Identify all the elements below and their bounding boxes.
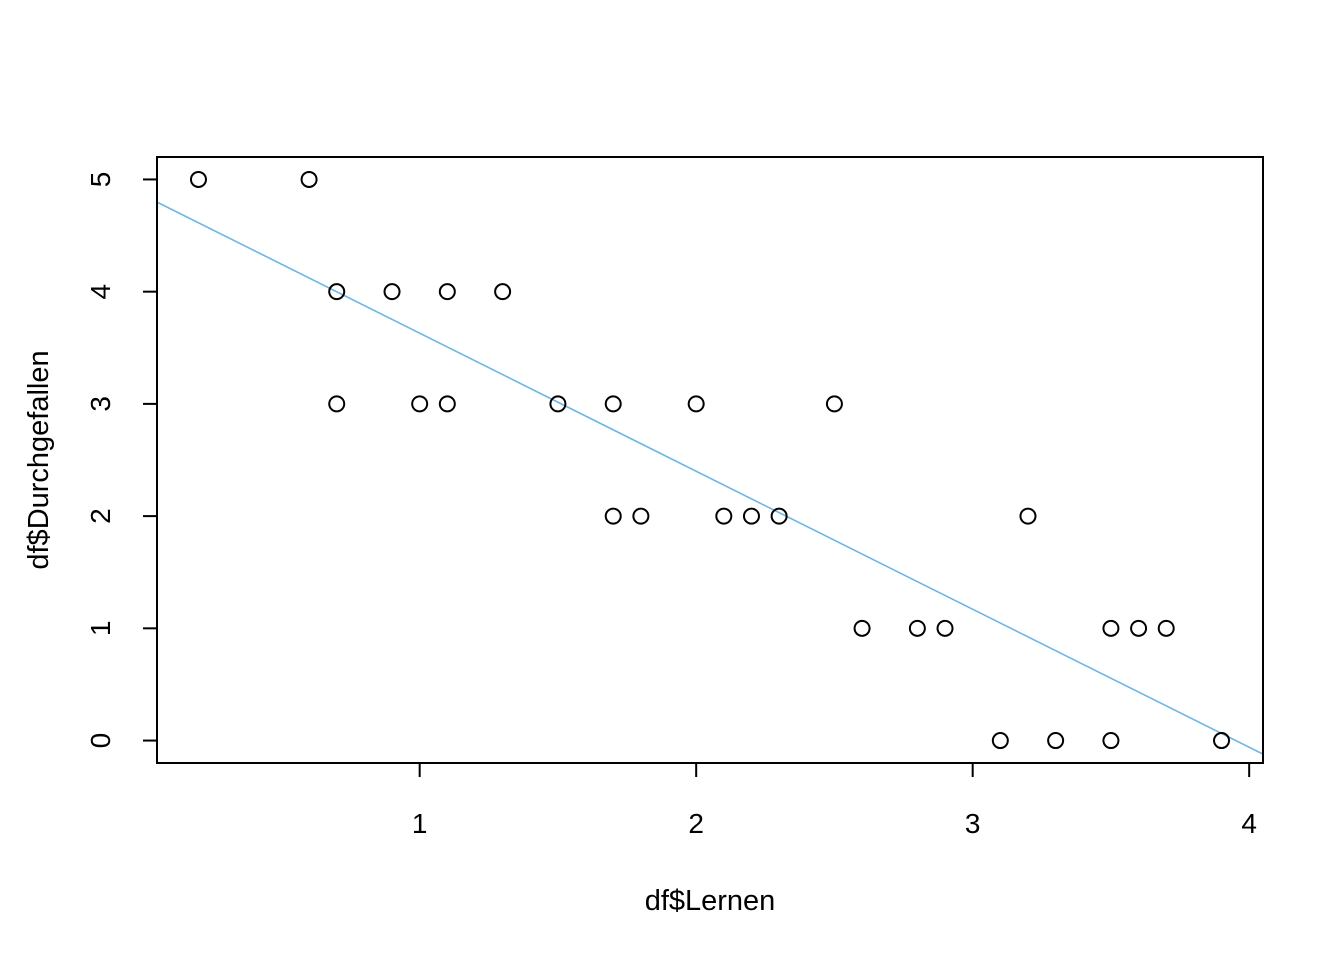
data-point [1102, 732, 1120, 750]
data-point [1157, 619, 1175, 637]
data-point [715, 507, 733, 525]
data-point [604, 507, 622, 525]
data-point [825, 395, 843, 413]
regression-line-layer [157, 201, 1263, 755]
data-point [604, 395, 622, 413]
data-point [1130, 619, 1148, 637]
regression-line [157, 201, 1263, 755]
data-point [1019, 507, 1037, 525]
y-tick-label: 1 [85, 621, 116, 637]
data-point [300, 170, 318, 188]
x-tick-label: 4 [1241, 808, 1257, 839]
data-point [936, 619, 954, 637]
data-point [742, 507, 760, 525]
data-point [770, 507, 788, 525]
x-tick-label: 2 [688, 808, 704, 839]
data-point [383, 283, 401, 301]
x-axis-title: df$Lernen [645, 885, 776, 917]
data-point [549, 395, 567, 413]
y-axis-title: df$Durchgefallen [23, 350, 55, 569]
data-point [189, 170, 207, 188]
y-tick-label: 3 [85, 396, 116, 412]
y-tick-label: 4 [85, 284, 116, 300]
y-tick-label: 2 [85, 508, 116, 524]
data-point [1102, 619, 1120, 637]
data-point [438, 395, 456, 413]
data-point [411, 395, 429, 413]
data-point [1213, 732, 1231, 750]
data-point [494, 283, 512, 301]
x-tick-label: 1 [412, 808, 428, 839]
data-point [438, 283, 456, 301]
y-tick-label: 0 [85, 733, 116, 749]
x-tick-label: 3 [965, 808, 981, 839]
data-point [687, 395, 705, 413]
data-point [632, 507, 650, 525]
data-point [328, 283, 346, 301]
data-point [328, 395, 346, 413]
y-tick-label: 5 [85, 172, 116, 188]
data-points-layer [189, 170, 1231, 750]
axes-layer: 1 2 3 4 0 1 2 3 4 5 [85, 156, 1264, 839]
data-point [1047, 732, 1065, 750]
data-point [853, 619, 871, 637]
data-point [991, 732, 1009, 750]
data-point [908, 619, 926, 637]
